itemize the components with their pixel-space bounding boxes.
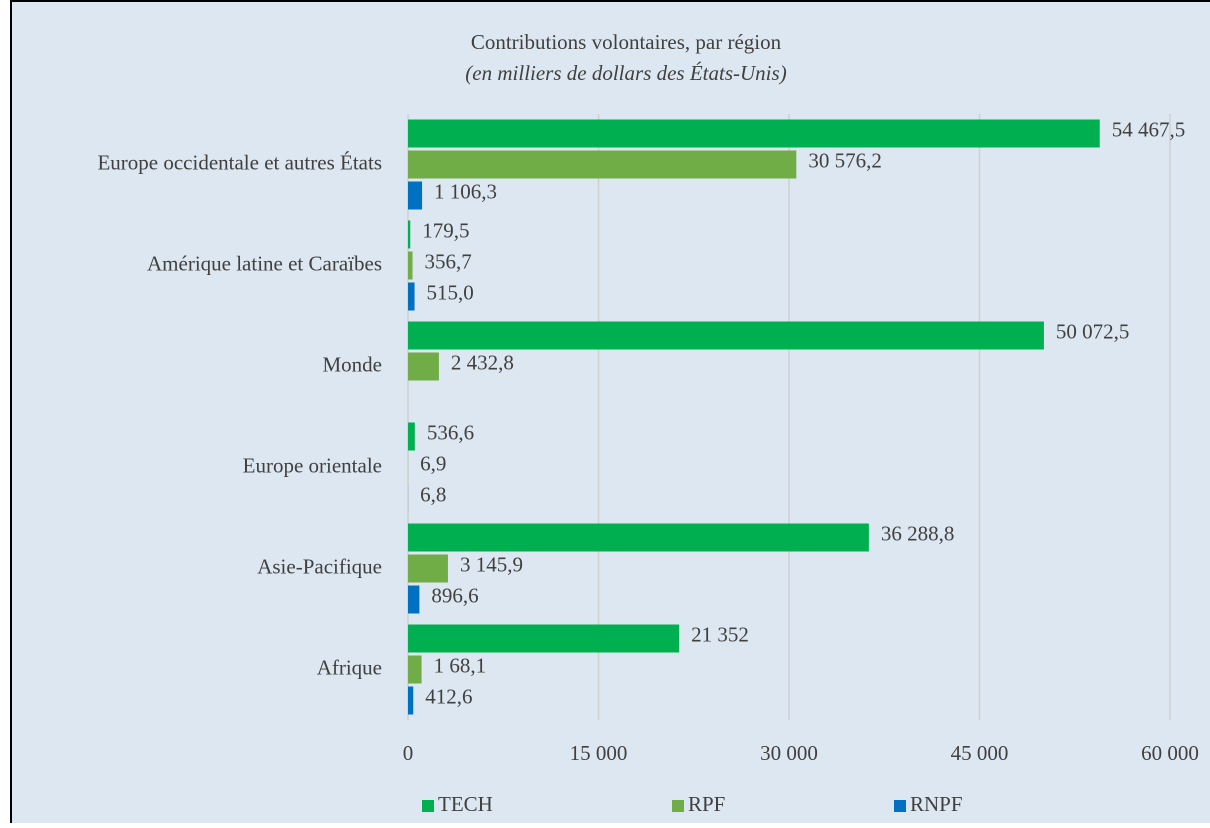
data-label: 2 432,8: [451, 350, 514, 374]
y-tick-label: Europe occidentale et autres États: [97, 150, 382, 174]
y-tick-label: Afrique: [317, 655, 382, 679]
legend-label: RNPF: [910, 792, 963, 816]
data-label: 1 68,1: [434, 653, 487, 677]
y-tick-label: Monde: [323, 352, 383, 376]
bar: [408, 586, 419, 614]
x-tick-label: 60 000: [1141, 741, 1199, 765]
bar: [408, 221, 410, 249]
bar: [408, 555, 448, 583]
bar: [408, 524, 869, 552]
data-label: 412,6: [425, 684, 472, 708]
chart-subtitle: (en milliers de dollars des États-Unis): [465, 61, 786, 85]
data-label: 54 467,5: [1112, 117, 1186, 141]
data-label: 356,7: [425, 249, 472, 273]
legend-swatch: [672, 800, 684, 812]
data-label: 36 288,8: [881, 521, 955, 545]
bar: [408, 656, 422, 684]
bar: [408, 252, 413, 280]
data-label: 6,8: [420, 482, 446, 506]
bar: [408, 151, 796, 179]
data-label: 536,6: [427, 420, 474, 444]
data-label: 179,5: [422, 218, 469, 242]
data-label: 30 576,2: [808, 148, 882, 172]
data-label: 6,9: [420, 451, 446, 475]
bar: [408, 120, 1100, 148]
chart-title: Contributions volontaires, par région: [471, 30, 782, 54]
y-tick-label: Asie-Pacifique: [257, 554, 382, 578]
legend-label: RPF: [688, 792, 725, 816]
bar: [408, 322, 1044, 350]
data-label: 50 072,5: [1056, 319, 1130, 343]
bar: [408, 353, 439, 381]
legend-label: TECH: [438, 792, 493, 816]
y-tick-label: Amérique latine et Caraïbes: [147, 251, 382, 275]
legend-swatch: [422, 800, 434, 812]
x-tick-label: 0: [403, 741, 414, 765]
y-tick-label: Europe orientale: [243, 453, 382, 477]
x-tick-label: 45 000: [951, 741, 1009, 765]
bar: [408, 625, 679, 653]
x-tick-label: 30 000: [760, 741, 818, 765]
bar: [408, 423, 415, 451]
x-tick-label: 15 000: [570, 741, 628, 765]
bar: [408, 182, 422, 210]
data-label: 1 106,3: [434, 179, 497, 203]
data-label: 896,6: [431, 583, 478, 607]
legend-swatch: [894, 800, 906, 812]
data-label: 3 145,9: [460, 552, 523, 576]
data-label: 21 352: [691, 622, 749, 646]
data-label: 515,0: [427, 280, 474, 304]
bar: [408, 687, 413, 715]
bar: [408, 283, 415, 311]
